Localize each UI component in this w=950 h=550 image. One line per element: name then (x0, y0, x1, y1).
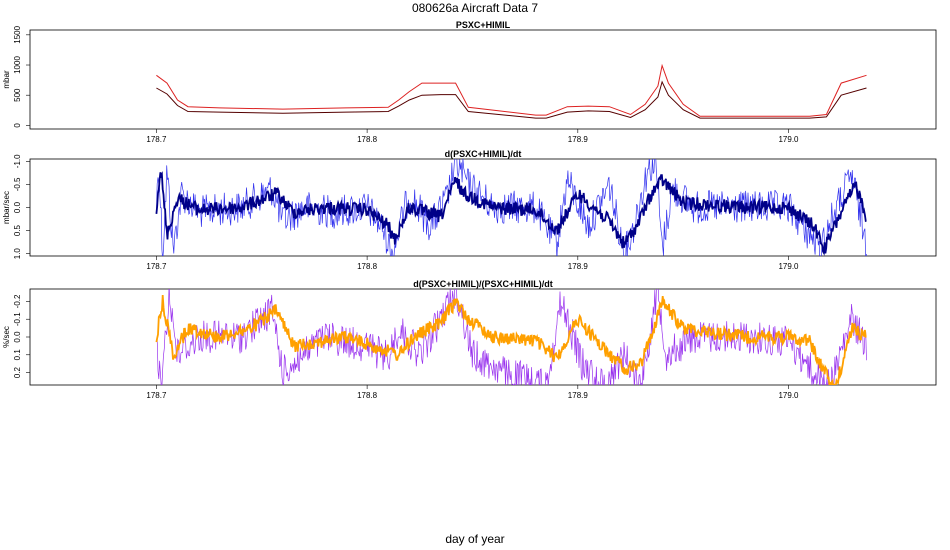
plot-frame (29, 158, 937, 257)
plot-frame (29, 288, 937, 386)
y-tick-label: 1000 (13, 56, 22, 74)
plot-area (155, 289, 867, 385)
y-tick-label: 0.0 (13, 201, 22, 213)
y-tick-label: -0.1 (13, 312, 22, 326)
x-tick-label: 178.9 (568, 391, 589, 400)
series-line-smooth (155, 171, 867, 256)
y-tick-label: 1.0 (13, 248, 22, 260)
y-tick-label: -0.5 (13, 177, 22, 191)
series-line-raw (156, 159, 867, 256)
x-tick-label: 179.0 (778, 262, 799, 271)
panels: PSXC+HIMIL mbar 0 500 1000 1500 178.7 178.8 178.… (2, 20, 937, 400)
y-axis-label: mbar/sec (2, 191, 11, 224)
panel-1: PSXC+HIMIL mbar 0 500 1000 1500 178.7 178.8 178.… (2, 20, 937, 144)
y-tick-label: 1500 (13, 25, 22, 43)
x-tick-label: 178.7 (146, 135, 167, 144)
figure-title: 080626a Aircraft Data 7 (412, 1, 538, 15)
x-tick-label: 178.7 (146, 262, 167, 271)
plot-area (155, 159, 867, 256)
x-axis-label: day of year (445, 532, 504, 546)
panel-title: d(PSXC+HIMIL)/dt (445, 149, 522, 159)
y-tick-label: 0.5 (13, 224, 22, 236)
y-tick-label: 0 (13, 123, 22, 128)
plot-frame (29, 29, 937, 130)
y-tick-label: -0.2 (13, 294, 22, 308)
y-axis-label: %/sec (2, 326, 11, 348)
panel-title: PSXC+HIMIL (456, 20, 511, 30)
y-tick-label: 500 (13, 88, 22, 102)
x-tick-label: 178.8 (357, 262, 378, 271)
panel-3: d(PSXC+HIMIL)/(PSXC+HIMIL)/dt %/sec -0.2 -0… (2, 279, 937, 400)
x-tick-label: 178.8 (357, 391, 378, 400)
panel-title: d(PSXC+HIMIL)/(PSXC+HIMIL)/dt (413, 279, 553, 289)
x-tick-label: 178.9 (568, 262, 589, 271)
y-tick-label: 0.2 (13, 366, 22, 378)
y-tick-label: 0.1 (13, 349, 22, 361)
series-line-red (156, 63, 867, 117)
x-tick-label: 179.0 (778, 391, 799, 400)
plot-area (156, 63, 867, 119)
y-tick-label: -1.0 (13, 154, 22, 168)
panel-2: d(PSXC+HIMIL)/dt mbar/sec -1.0 -0.5 0.0 0.5 1.… (2, 149, 937, 271)
x-tick-label: 179.0 (778, 135, 799, 144)
x-tick-label: 178.9 (568, 135, 589, 144)
y-axis-label: mbar (2, 70, 11, 89)
series-line-dark (156, 80, 867, 119)
x-tick-label: 178.7 (146, 391, 167, 400)
y-tick-label: 0.0 (13, 331, 22, 343)
series-line-smooth (155, 295, 867, 385)
x-tick-label: 178.8 (357, 135, 378, 144)
